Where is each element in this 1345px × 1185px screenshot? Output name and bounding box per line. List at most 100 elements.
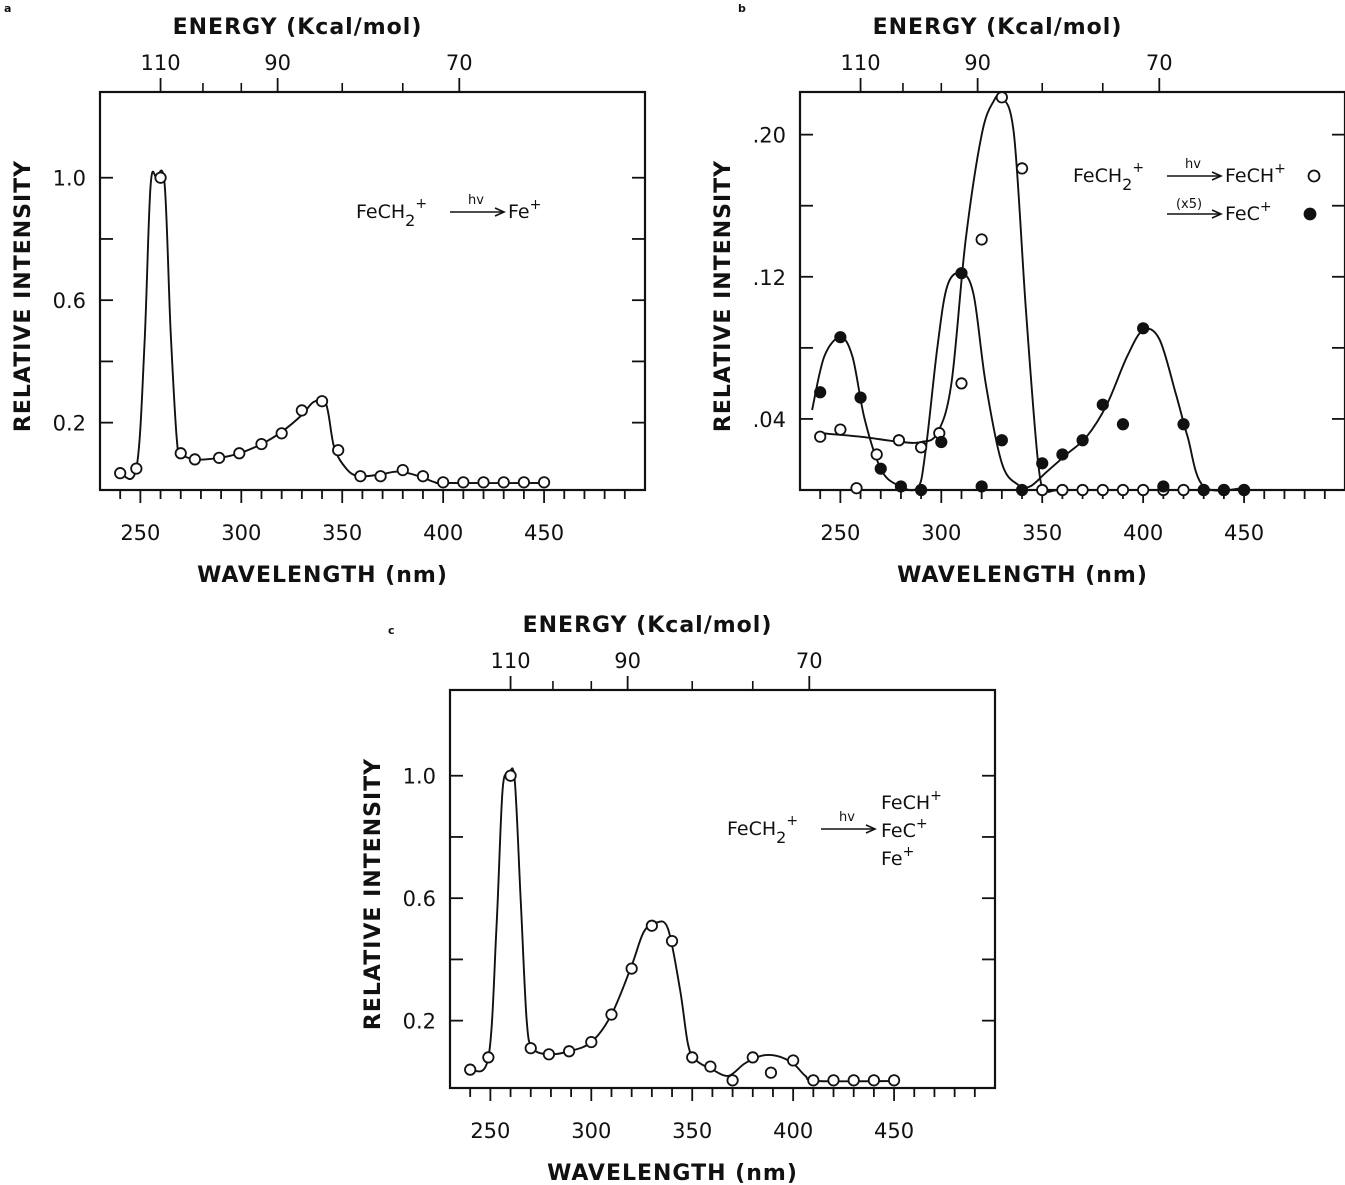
data-point-filled xyxy=(995,434,1008,447)
x-tick-label: 300 xyxy=(571,1119,611,1143)
data-point-open xyxy=(154,171,167,184)
data-point-open xyxy=(1096,483,1109,497)
data-point-open xyxy=(605,1008,618,1021)
data-point-open xyxy=(114,467,127,480)
reactant-formula: FeCH2+ xyxy=(727,813,798,847)
legend-marker-filled xyxy=(1303,207,1317,221)
arrow-label-hv: hv xyxy=(1185,157,1201,172)
data-point-filled xyxy=(1137,322,1150,335)
data-point-open xyxy=(807,1074,820,1087)
data-point-filled xyxy=(894,480,908,493)
chart-panel-b: b 250 300 350 400 450 WAVELENGTH (nm) 110 90 70 EN… xyxy=(711,2,1345,588)
x-tick-label: 350 xyxy=(322,521,362,545)
panel-label: a xyxy=(4,2,11,15)
x-axis-title: WAVELENGTH (nm) xyxy=(897,563,1148,588)
product-formula: Fe+ xyxy=(881,844,914,870)
y-tick-label: .12 xyxy=(753,266,786,290)
data-point-open xyxy=(482,1051,495,1064)
y-axis-title: RELATIVE INTENSITY xyxy=(361,758,386,1030)
top-axis-title: ENERGY (Kcal/mol) xyxy=(873,15,1123,40)
x-axis-title: WAVELENGTH (nm) xyxy=(197,563,448,588)
data-point-open xyxy=(233,447,246,460)
data-point-open xyxy=(315,395,329,408)
x-tick-label: 250 xyxy=(820,521,860,545)
data-point-open xyxy=(975,233,988,246)
data-point-open xyxy=(212,451,226,464)
arrow-head xyxy=(865,824,877,834)
x-tick-label: 250 xyxy=(470,1119,510,1143)
x-tick-label: 300 xyxy=(221,521,261,545)
top-tick-label: 90 xyxy=(614,649,641,673)
data-point-open xyxy=(1076,483,1089,497)
data-point-open xyxy=(746,1051,759,1064)
data-point-filled xyxy=(1015,483,1029,497)
product-formula: Fe+ xyxy=(508,197,541,223)
arrow-head-2 xyxy=(1211,209,1223,219)
data-point-filled xyxy=(874,462,887,475)
data-point-filled xyxy=(1237,483,1251,497)
y-tick-label: 1.0 xyxy=(403,765,436,789)
x-tick-label: 450 xyxy=(1224,521,1264,545)
data-point-filled xyxy=(854,391,867,404)
data-point-filled xyxy=(1177,418,1190,431)
data-point-filled xyxy=(1076,434,1089,447)
data-point-open xyxy=(542,1048,556,1061)
data-point-open xyxy=(1137,483,1150,497)
legend-marker-open xyxy=(1307,169,1321,183)
top-tick-label: 70 xyxy=(796,649,823,673)
data-point-open xyxy=(174,447,187,460)
plot-frame xyxy=(98,90,647,492)
data-point-open xyxy=(416,470,430,483)
data-point-open xyxy=(625,962,638,975)
data-point-open xyxy=(497,476,510,489)
data-point-open xyxy=(892,434,906,447)
arrow-head xyxy=(1211,171,1223,181)
arrow-label-hv: hv xyxy=(468,193,484,208)
data-point-open xyxy=(517,476,530,489)
data-point-filled xyxy=(1197,483,1210,497)
x-tick-label: 400 xyxy=(773,1119,813,1143)
y-tick-label: 0.2 xyxy=(403,1010,436,1034)
chart-panel-a: a 250 300 350 400 450 WAVELENGTH (nm) 110 90 70 EN… xyxy=(4,2,647,588)
data-point-open xyxy=(867,1074,880,1087)
data-point-filled xyxy=(1036,457,1049,470)
data-point-filled xyxy=(935,435,948,449)
plot-frame xyxy=(448,688,997,1090)
data-point-open xyxy=(464,1063,477,1076)
x-tick-label: 350 xyxy=(672,1119,712,1143)
x-tick-label: 300 xyxy=(921,521,961,545)
product-formula: FeCH+ xyxy=(881,788,942,814)
y-tick-label: .20 xyxy=(753,124,786,148)
top-tick-label: 90 xyxy=(264,51,291,75)
data-point-filled xyxy=(1096,398,1109,411)
arrow-label-x5: (x5) xyxy=(1176,197,1202,212)
data-point-open xyxy=(1116,483,1130,497)
data-point-open xyxy=(834,423,847,436)
y-tick-label: .04 xyxy=(753,408,786,432)
y-tick-label: 0.6 xyxy=(53,289,86,313)
data-point-open xyxy=(726,1074,739,1087)
reactant-formula: FeCH2+ xyxy=(356,196,427,230)
product-formula: FeC+ xyxy=(1225,199,1272,225)
data-point-open xyxy=(562,1045,576,1058)
x-tick-label: 400 xyxy=(1123,521,1163,545)
y-axis-title: RELATIVE INTENSITY xyxy=(711,160,736,432)
data-point-open xyxy=(686,1051,699,1064)
top-axis-title: ENERGY (Kcal/mol) xyxy=(523,613,773,638)
top-axis-title: ENERGY (Kcal/mol) xyxy=(173,15,423,40)
data-point-open xyxy=(477,476,490,489)
data-point-open xyxy=(787,1054,800,1067)
data-point-filled xyxy=(1157,480,1170,493)
data-point-open xyxy=(457,476,470,489)
data-point-open xyxy=(704,1060,717,1073)
data-point-filled xyxy=(915,483,928,497)
data-point-open xyxy=(665,934,679,948)
data-point-filled xyxy=(955,267,968,280)
data-point-filled xyxy=(834,331,847,344)
panel-label: c xyxy=(388,624,395,637)
y-tick-label: 0.2 xyxy=(53,412,86,436)
top-tick-label: 110 xyxy=(141,51,181,75)
x-tick-label: 450 xyxy=(524,521,564,545)
data-point-open xyxy=(130,462,143,475)
